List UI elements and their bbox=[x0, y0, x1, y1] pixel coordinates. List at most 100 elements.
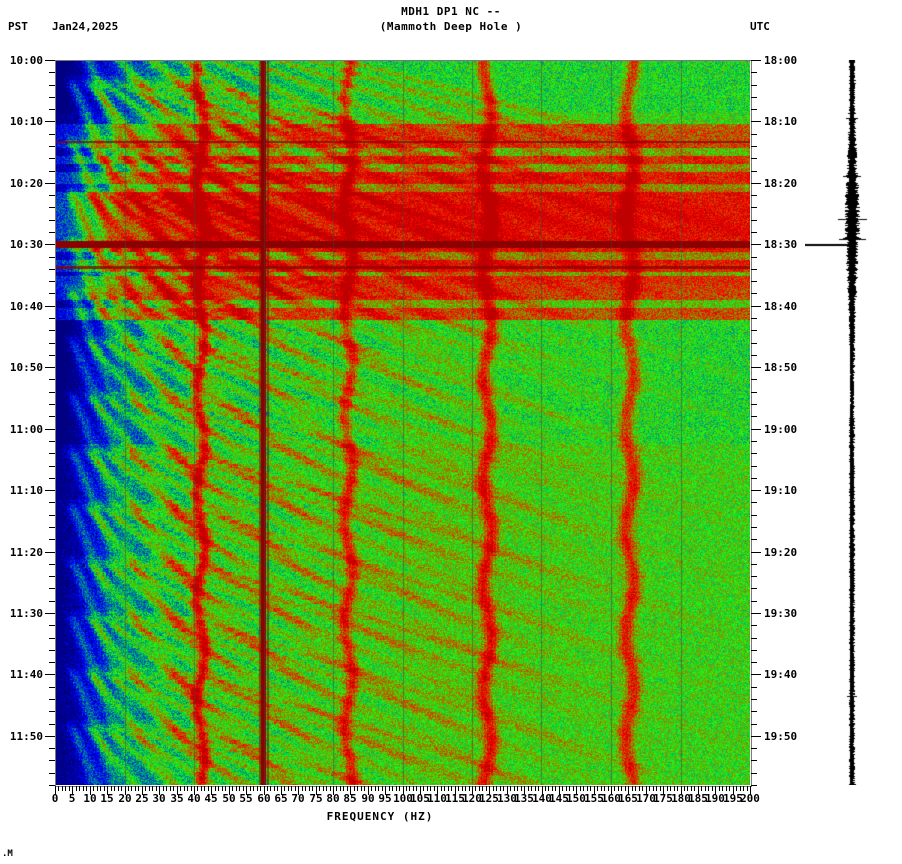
time-tick-right bbox=[751, 490, 761, 491]
time-tick-right bbox=[751, 502, 757, 503]
time-tick-left bbox=[49, 195, 55, 196]
frequency-tick bbox=[201, 786, 202, 791]
frequency-tick bbox=[632, 786, 633, 791]
timezone-label-left: PST bbox=[8, 20, 28, 33]
time-tick-right bbox=[751, 588, 757, 589]
time-tick-right bbox=[751, 625, 757, 626]
frequency-label: 110 bbox=[427, 792, 447, 805]
frequency-tick bbox=[441, 786, 442, 791]
seismogram-trace bbox=[805, 60, 900, 785]
time-label-utc: 19:20 bbox=[764, 546, 798, 559]
frequency-tick bbox=[357, 786, 358, 791]
frequency-tick bbox=[131, 786, 132, 791]
time-tick-right bbox=[751, 97, 757, 98]
frequency-tick bbox=[576, 786, 577, 795]
frequency-tick bbox=[472, 786, 473, 795]
time-tick-left bbox=[45, 674, 55, 675]
frequency-tick bbox=[653, 786, 654, 791]
time-tick-right bbox=[751, 773, 757, 774]
frequency-tick bbox=[545, 786, 546, 791]
frequency-tick bbox=[368, 786, 369, 795]
frequency-tick bbox=[375, 786, 376, 791]
timezone-label-right: UTC bbox=[750, 20, 770, 33]
time-label-utc: 18:30 bbox=[764, 238, 798, 251]
spectrogram-plot[interactable] bbox=[55, 60, 750, 785]
frequency-label: 95 bbox=[378, 792, 392, 805]
frequency-tick bbox=[531, 786, 532, 791]
frequency-tick bbox=[747, 786, 748, 791]
time-label-pst: 11:30 bbox=[9, 607, 43, 620]
time-tick-left bbox=[49, 146, 55, 147]
frequency-tick bbox=[58, 786, 59, 791]
frequency-tick bbox=[639, 786, 640, 791]
time-label-utc: 18:40 bbox=[764, 300, 798, 313]
frequency-tick bbox=[399, 786, 400, 791]
frequency-label: 0 bbox=[51, 792, 59, 805]
time-tick-right bbox=[751, 601, 757, 602]
frequency-tick bbox=[489, 786, 490, 795]
frequency-label: 35 bbox=[170, 792, 184, 805]
time-label-utc: 19:40 bbox=[764, 668, 798, 681]
frequency-label: 145 bbox=[549, 792, 569, 805]
frequency-tick bbox=[312, 786, 313, 791]
frequency-tick bbox=[121, 786, 122, 791]
frequency-tick bbox=[580, 786, 581, 791]
frequency-tick bbox=[211, 786, 212, 795]
frequency-tick bbox=[479, 786, 480, 791]
frequency-tick bbox=[246, 786, 247, 795]
frequency-label: 120 bbox=[462, 792, 482, 805]
time-tick-left bbox=[49, 220, 55, 221]
frequency-tick bbox=[677, 786, 678, 791]
time-tick-right bbox=[751, 355, 757, 356]
frequency-tick bbox=[62, 786, 63, 791]
frequency-tick bbox=[444, 786, 445, 791]
time-tick-right bbox=[751, 183, 761, 184]
time-tick-left bbox=[49, 392, 55, 393]
time-tick-right bbox=[751, 72, 757, 73]
frequency-tick bbox=[656, 786, 657, 791]
frequency-tick bbox=[197, 786, 198, 791]
time-tick-left bbox=[49, 601, 55, 602]
frequency-tick bbox=[548, 786, 549, 791]
time-tick-left bbox=[49, 625, 55, 626]
frequency-tick bbox=[743, 786, 744, 791]
frequency-tick bbox=[330, 786, 331, 791]
frequency-tick bbox=[423, 786, 424, 791]
time-tick-left bbox=[49, 711, 55, 712]
time-tick-left bbox=[49, 330, 55, 331]
frequency-label: 195 bbox=[723, 792, 743, 805]
frequency-tick bbox=[260, 786, 261, 791]
frequency-tick bbox=[555, 786, 556, 791]
time-tick-left bbox=[49, 109, 55, 110]
frequency-tick bbox=[270, 786, 271, 791]
frequency-tick bbox=[496, 786, 497, 791]
frequency-label: 170 bbox=[636, 792, 656, 805]
frequency-tick bbox=[277, 786, 278, 791]
corner-artifact-mark: .M bbox=[2, 849, 13, 859]
frequency-tick bbox=[594, 786, 595, 795]
time-tick-right bbox=[751, 293, 757, 294]
frequency-tick bbox=[218, 786, 219, 791]
frequency-tick bbox=[719, 786, 720, 791]
time-tick-left bbox=[45, 121, 55, 122]
station-title-primary: MDH1 DP1 NC -- bbox=[401, 5, 501, 18]
time-tick-left bbox=[49, 97, 55, 98]
frequency-tick bbox=[177, 786, 178, 795]
time-label-pst: 10:00 bbox=[9, 54, 43, 67]
time-tick-right bbox=[751, 736, 761, 737]
time-tick-right bbox=[751, 379, 757, 380]
time-tick-left bbox=[49, 785, 55, 786]
frequency-tick bbox=[427, 786, 428, 791]
time-tick-right bbox=[751, 306, 761, 307]
frequency-label: 5 bbox=[68, 792, 76, 805]
frequency-tick bbox=[208, 786, 209, 791]
frequency-tick bbox=[309, 786, 310, 791]
frequency-tick bbox=[243, 786, 244, 791]
frequency-tick bbox=[667, 786, 668, 791]
time-tick-right bbox=[751, 674, 761, 675]
frequency-tick bbox=[569, 786, 570, 791]
frequency-tick bbox=[253, 786, 254, 791]
frequency-label: 175 bbox=[653, 792, 673, 805]
frequency-tick bbox=[298, 786, 299, 795]
frequency-label: 135 bbox=[514, 792, 534, 805]
